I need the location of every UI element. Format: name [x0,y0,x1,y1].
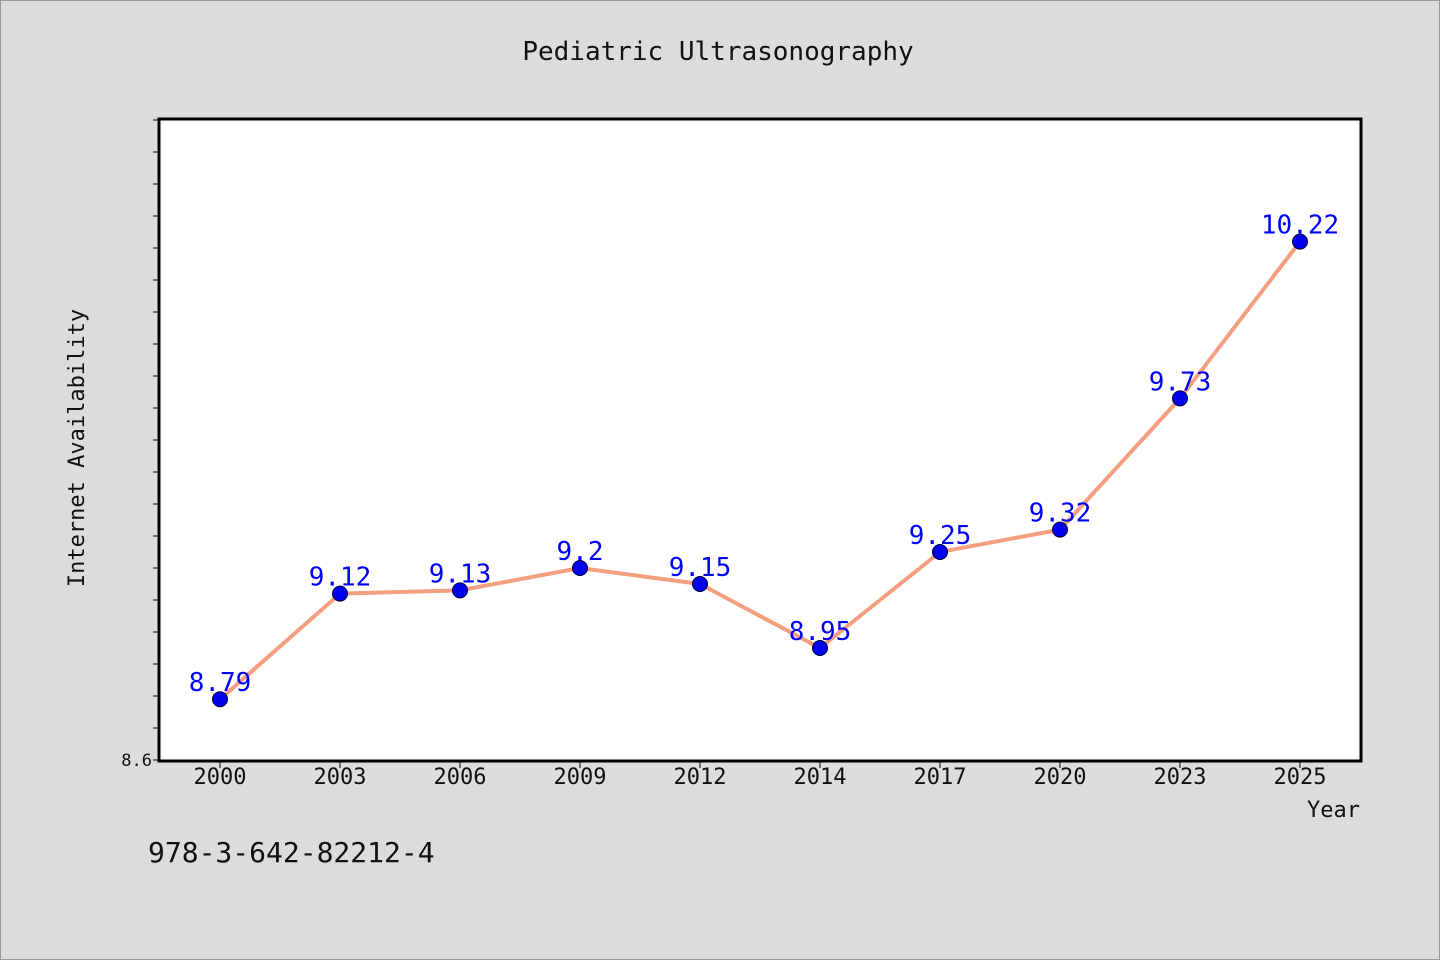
chart-title: Pediatric Ultrasonography [522,37,913,67]
data-point [1172,390,1188,407]
data-point [332,585,348,602]
x-tick-label: 2025 [1274,765,1327,790]
series-layer: 8.79 9.12 9.13 9.2 9.15 8.95 9.25 9.32 9.73 10.22 [189,211,1339,708]
y-axis-label: Internet Availability [65,309,90,587]
y-axis-ticks: 8.6 [121,119,159,771]
data-label: 9.25 [909,521,972,551]
data-point [452,582,468,599]
data-point [812,640,828,656]
x-tick-label: 2006 [434,765,487,790]
data-label: 8.95 [789,617,852,647]
data-label: 9.12 [309,563,372,593]
data-label: 9.2 [557,537,604,567]
data-label: 9.73 [1149,367,1212,397]
isbn-text: 978-3-642-82212-4 [148,836,435,869]
data-label: 8.79 [189,668,252,698]
data-point [932,544,948,560]
y-tick-label: 8.6 [121,751,152,771]
series-line [218,240,1302,701]
data-label: 10.22 [1261,211,1339,241]
x-tick-label: 2003 [314,765,367,790]
x-tick-label: 2023 [1154,765,1207,790]
data-label: 9.15 [669,553,732,583]
data-point [1052,521,1068,538]
data-point [1292,233,1308,250]
x-tick-label: 2014 [794,765,847,790]
x-tick-label: 2017 [914,765,967,790]
x-tick-label: 2020 [1034,765,1087,790]
data-point [692,576,708,592]
plot-area [157,117,1363,763]
data-point [212,691,228,708]
data-label: 9.13 [429,559,492,589]
data-point [572,560,588,576]
x-axis-label: Year [1307,798,1360,823]
x-tick-label: 2012 [674,765,727,790]
x-tick-label: 2000 [194,765,247,790]
x-axis-ticks: 2000 2003 2006 2009 2012 2014 2017 2020 2023 2025 [194,761,1327,790]
data-label: 9.32 [1029,499,1092,529]
x-tick-label: 2009 [554,765,607,790]
